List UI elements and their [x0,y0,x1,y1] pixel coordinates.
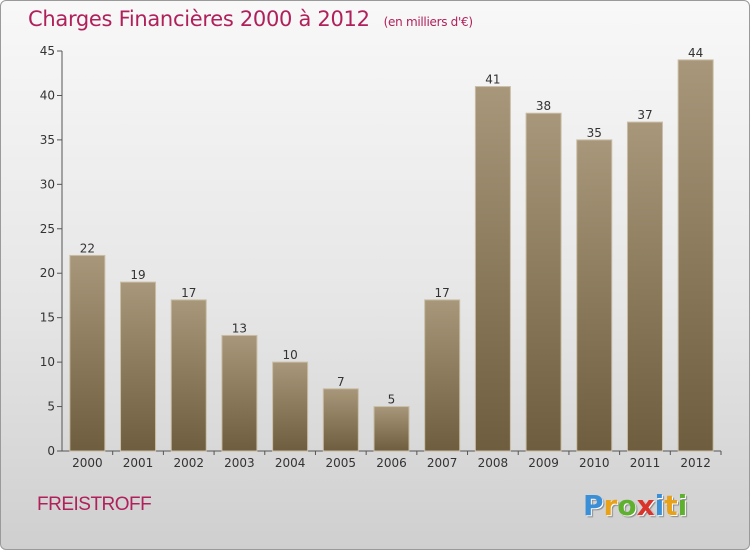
x-tick-label: 2002 [173,456,204,470]
y-tick-label: 45 [40,44,55,58]
bar-value-label: 17 [435,286,450,300]
chart-subtitle: (en milliers d'€) [383,15,473,29]
x-tick-label: 2003 [224,456,255,470]
chart-title-text: Charges Financières 2000 à 2012 [28,7,370,31]
y-tick-label: 40 [40,88,55,102]
bar-value-label: 38 [536,99,551,113]
bar-value-label: 5 [388,393,396,407]
x-tick-label: 2004 [275,456,306,470]
x-tick-label: 2008 [478,456,509,470]
proxiti-logo[interactable]: Proxiti [583,489,687,522]
bar-2004 [272,361,309,452]
y-tick-label: 30 [40,177,55,191]
bar-2008 [474,86,511,452]
bar-value-label: 44 [688,46,703,60]
y-tick-label: 10 [40,355,55,369]
x-tick-label: 2010 [579,456,610,470]
logo-letter: o [617,489,637,522]
bar-2001 [120,281,157,452]
logo-letter: r [603,489,618,522]
x-tick-label: 2000 [72,456,103,470]
logo-letter: x [636,489,655,522]
bar-2002 [170,299,207,452]
y-tick-label: 35 [40,133,55,147]
bar-2000 [69,254,106,452]
y-tick-label: 5 [47,400,55,414]
bar-value-label: 19 [130,268,145,282]
bar-value-label: 17 [181,286,196,300]
y-tick-label: 0 [47,444,55,458]
bar-2010 [576,139,613,452]
bar-2011 [626,121,663,452]
logo-letter: i [677,489,688,522]
bar-value-label: 7 [337,375,345,389]
bar-2007 [424,299,461,452]
town-name: FREISTROFF [37,494,152,515]
logo-letter: t [664,489,678,522]
y-tick-label: 15 [40,311,55,325]
x-tick-label: 2005 [326,456,357,470]
bar-2012 [677,59,714,452]
chart-title: Charges Financières 2000 à 2012 (en milli… [28,7,473,31]
x-tick-label: 2011 [630,456,661,470]
bar-2005 [322,388,359,452]
y-tick-label: 20 [40,266,55,280]
bar-value-label: 41 [485,73,500,87]
bar-2009 [525,112,562,452]
bar-value-label: 10 [282,348,297,362]
x-tick-label: 2012 [680,456,711,470]
x-tick-label: 2009 [528,456,559,470]
bar-value-label: 35 [587,126,602,140]
logo-letter: i [654,489,665,522]
logo-letter: P [583,489,604,522]
bar-value-label: 22 [80,241,95,255]
x-tick-label: 2007 [427,456,458,470]
bar-2006 [373,406,410,452]
y-tick-label: 25 [40,222,55,236]
bar-2003 [221,334,258,452]
bar-value-label: 37 [637,108,652,122]
x-tick-label: 2001 [123,456,154,470]
bar-value-label: 13 [232,321,247,335]
x-tick-label: 2006 [376,456,407,470]
